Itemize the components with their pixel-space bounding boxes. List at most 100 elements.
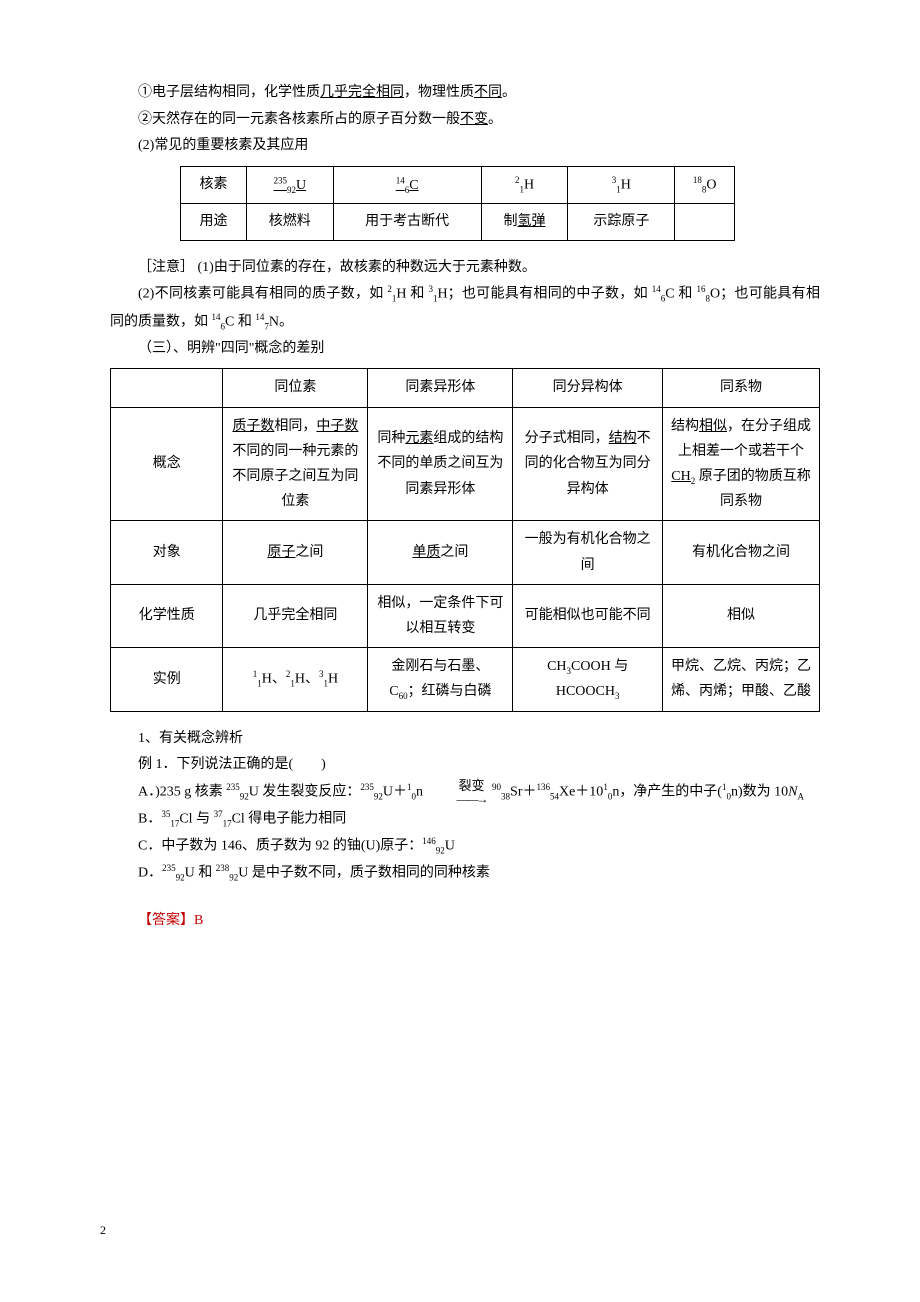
- table-row: 用途 核燃料 用于考古断代 制氢弹 示踪原子: [181, 203, 735, 240]
- text: 之间: [295, 545, 323, 560]
- underline-text: 不同: [474, 85, 502, 100]
- table-cell: 甲烷、乙烷、丙烷；乙烯、丙烯；甲酸、乙酸: [662, 648, 819, 711]
- table-row: 实例 11H、21H、31H 金刚石与石墨、C60；红磷与白磷 CH3COOH …: [111, 648, 820, 711]
- answer: 【答案】B: [138, 908, 820, 935]
- underline-text: 相似: [699, 419, 727, 434]
- table-cell: 同系物: [662, 369, 819, 407]
- question-stem: 例 1．下列说法正确的是( ): [110, 752, 820, 779]
- table-row: 核素 23592U 146C 21H 31H 188O: [181, 166, 735, 203]
- option-d: D．23592U 和 23892U 是中子数不同，质子数相同的同种核素: [110, 860, 820, 887]
- text: ②天然存在的同一元素各核素所占的原子百分数一般: [138, 112, 460, 127]
- paragraph-3: (2)常见的重要核素及其应用: [110, 133, 820, 160]
- table-cell: 实例: [111, 648, 223, 711]
- option-a: A．)235 g 核素 23592U 发生裂变反应：23592U＋10n 裂变—…: [110, 779, 820, 806]
- underline-text: 几乎完全相同: [320, 85, 404, 100]
- underline-text: 原子: [267, 545, 295, 560]
- text: （三）、明辨"四同"概念的差别: [138, 341, 324, 356]
- table-cell: 对象: [111, 521, 223, 584]
- text: 核素: [200, 177, 228, 192]
- underline-text: 23592U: [273, 178, 306, 193]
- table-cell: 有机化合物之间: [662, 521, 819, 584]
- nuclide-table: 核素 23592U 146C 21H 31H 188O 用途 核燃料 用于考古断…: [180, 166, 735, 241]
- reaction-arrow: 裂变——→: [429, 779, 487, 805]
- text: 用途: [200, 214, 228, 229]
- table-cell: 相似: [662, 584, 819, 647]
- text: 原子团的物质互称同系物: [695, 469, 811, 509]
- text: 核燃料: [269, 214, 311, 229]
- underline-text: 质子数: [232, 419, 274, 434]
- table-row: 对象 原子之间 单质之间 一般为有机化合物之间 有机化合物之间: [111, 521, 820, 584]
- text: ①电子层结构相同，化学性质: [138, 85, 320, 100]
- table-cell: 原子之间: [223, 521, 368, 584]
- paragraph-1: ①电子层结构相同，化学性质几乎完全相同，物理性质不同。: [110, 80, 820, 107]
- table-cell: 同种元素组成的结构不同的单质之间互为同素异形体: [368, 407, 513, 521]
- text: 。: [488, 112, 502, 127]
- table-cell: 23592U: [247, 166, 334, 203]
- table-header-row: 同位素 同素异形体 同分异构体 同系物: [111, 369, 820, 407]
- underline-text: CH2: [671, 469, 695, 484]
- table-cell: 同素异形体: [368, 369, 513, 407]
- text: 示踪原子: [593, 214, 649, 229]
- text: 。: [502, 85, 516, 100]
- table-cell: 核燃料: [247, 203, 334, 240]
- text: 制: [504, 214, 518, 229]
- text: 同种: [377, 431, 405, 446]
- table-cell: 示踪原子: [568, 203, 675, 240]
- arrow-icon: ——→: [429, 793, 487, 805]
- option-c: C．中子数为 146、质子数为 92 的铀(U)原子：14692U: [110, 833, 820, 860]
- table-cell: 21H: [481, 166, 568, 203]
- table-cell: 146C: [333, 166, 481, 203]
- table-cell: 11H、21H、31H: [223, 648, 368, 711]
- text: 结构: [671, 419, 699, 434]
- table-cell: 制氢弹: [481, 203, 568, 240]
- table-cell: 31H: [568, 166, 675, 203]
- table-cell: 分子式相同，结构不同的化合物互为同分异构体: [513, 407, 663, 521]
- question-section: 1、有关概念辨析: [110, 726, 820, 753]
- paragraph-2: ②天然存在的同一元素各核素所占的原子百分数一般不变。: [110, 107, 820, 134]
- underline-text: 氢弹: [518, 214, 546, 229]
- table-cell: 质子数相同，中子数不同的同一种元素的不同原子之间互为同位素: [223, 407, 368, 521]
- table-cell: 概念: [111, 407, 223, 521]
- underline-text: 中子数: [316, 419, 358, 434]
- table-cell: 同分异构体: [513, 369, 663, 407]
- page-number: 2: [100, 1219, 106, 1242]
- table-cell: 用于考古断代: [333, 203, 481, 240]
- table-row: 概念 质子数相同，中子数不同的同一种元素的不同原子之间互为同位素 同种元素组成的…: [111, 407, 820, 521]
- table-cell: 同位素: [223, 369, 368, 407]
- table-cell: 用途: [181, 203, 247, 240]
- text: 相同，: [274, 419, 316, 434]
- table-cell: 一般为有机化合物之间: [513, 521, 663, 584]
- underline-text: 元素: [405, 431, 433, 446]
- table-cell: 化学性质: [111, 584, 223, 647]
- table-cell: [111, 369, 223, 407]
- document-page: ①电子层结构相同，化学性质几乎完全相同，物理性质不同。 ②天然存在的同一元素各核…: [0, 0, 920, 1302]
- text: 之间: [440, 545, 468, 560]
- underline-text: 单质: [412, 545, 440, 560]
- question-block: 1、有关概念辨析 例 1．下列说法正确的是( ) A．)235 g 核素 235…: [110, 726, 820, 935]
- table-cell: [675, 203, 735, 240]
- note-paragraph-1: ［注意］ (1)由于同位素的存在，故核素的种数远大于元素种数。: [110, 255, 820, 282]
- table-cell: 单质之间: [368, 521, 513, 584]
- table-cell: 核素: [181, 166, 247, 203]
- table-cell: CH3COOH 与 HCOOCH3: [513, 648, 663, 711]
- text: 不同的同一种元素的不同原子之间互为同位素: [232, 444, 358, 509]
- arrow-label: 裂变: [431, 779, 485, 793]
- table-row: 化学性质 几乎完全相同 相似，一定条件下可以相互转变 可能相似也可能不同 相似: [111, 584, 820, 647]
- note-paragraph-2: (2)不同核素可能具有相同的质子数，如 21H 和 31H；也可能具有相同的中子…: [110, 281, 820, 336]
- text: (2)常见的重要核素及其应用: [138, 138, 308, 153]
- comparison-table: 同位素 同素异形体 同分异构体 同系物 概念 质子数相同，中子数不同的同一种元素…: [110, 368, 820, 711]
- underline-text: 结构: [609, 431, 637, 446]
- option-b: B．3517Cl 与 3717Cl 得电子能力相同: [110, 806, 820, 833]
- underline-text: 146C: [396, 178, 419, 193]
- table-cell: 金刚石与石墨、C60；红磷与白磷: [368, 648, 513, 711]
- underline-text: 不变: [460, 112, 488, 127]
- table-cell: 相似，一定条件下可以相互转变: [368, 584, 513, 647]
- text: 分子式相同，: [525, 431, 609, 446]
- table-cell: 几乎完全相同: [223, 584, 368, 647]
- table-cell: 可能相似也可能不同: [513, 584, 663, 647]
- heading-3: （三）、明辨"四同"概念的差别: [110, 336, 820, 363]
- text: ，物理性质: [404, 85, 474, 100]
- text: 用于考古断代: [365, 214, 449, 229]
- table-cell: 结构相似，在分子组成上相差一个或若干个 CH2 原子团的物质互称同系物: [662, 407, 819, 521]
- table-cell: 188O: [675, 166, 735, 203]
